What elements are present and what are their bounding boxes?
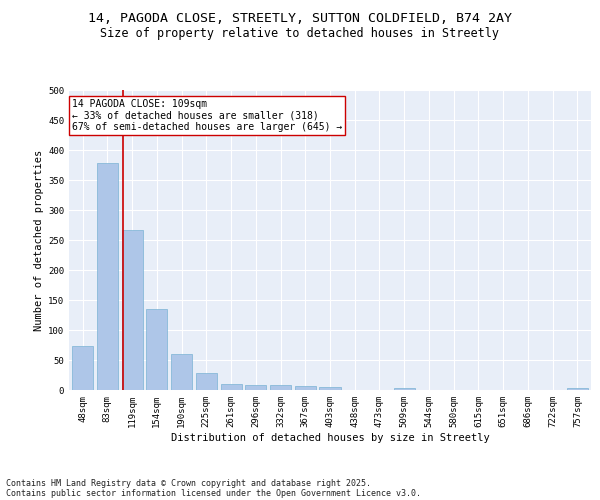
Bar — [567, 388, 588, 390]
Bar — [221, 384, 242, 390]
Bar — [122, 230, 143, 390]
Bar — [72, 346, 93, 390]
Bar — [295, 386, 316, 390]
Bar — [270, 384, 291, 390]
Bar — [394, 388, 415, 390]
Text: 14, PAGODA CLOSE, STREETLY, SUTTON COLDFIELD, B74 2AY: 14, PAGODA CLOSE, STREETLY, SUTTON COLDF… — [88, 12, 512, 26]
Bar — [97, 163, 118, 390]
Y-axis label: Number of detached properties: Number of detached properties — [34, 150, 44, 330]
Bar — [319, 387, 341, 390]
Bar — [171, 354, 192, 390]
Bar — [146, 309, 167, 390]
Text: 14 PAGODA CLOSE: 109sqm
← 33% of detached houses are smaller (318)
67% of semi-d: 14 PAGODA CLOSE: 109sqm ← 33% of detache… — [71, 99, 342, 132]
X-axis label: Distribution of detached houses by size in Streetly: Distribution of detached houses by size … — [170, 432, 490, 442]
Text: Contains public sector information licensed under the Open Government Licence v3: Contains public sector information licen… — [6, 488, 421, 498]
Text: Contains HM Land Registry data © Crown copyright and database right 2025.: Contains HM Land Registry data © Crown c… — [6, 478, 371, 488]
Text: Size of property relative to detached houses in Streetly: Size of property relative to detached ho… — [101, 28, 499, 40]
Bar — [245, 384, 266, 390]
Bar — [196, 372, 217, 390]
